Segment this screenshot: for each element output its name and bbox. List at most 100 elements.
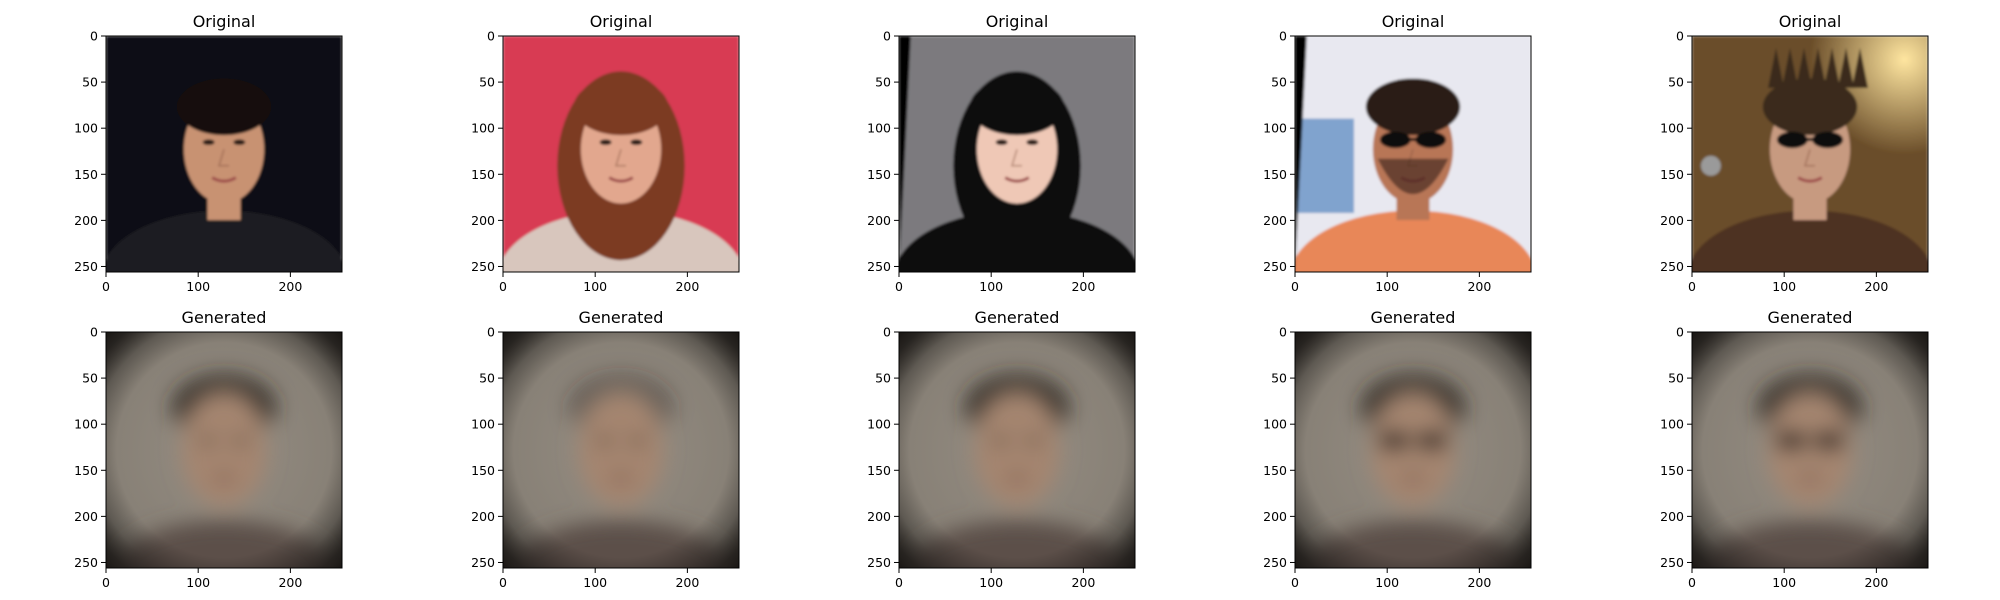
face-image <box>106 332 342 568</box>
x-tick-label: 100 <box>979 279 1003 294</box>
y-tick-label: 200 <box>867 509 891 524</box>
x-tick-label: 0 <box>1291 279 1299 294</box>
x-tick-label: 200 <box>1467 279 1491 294</box>
original-image-panel-4: Original 0 100 200 0 50 100 150 200 250 <box>1263 12 1532 294</box>
x-tick-label: 200 <box>675 279 699 294</box>
x-tick-label: 0 <box>895 575 903 590</box>
panel-title: Original <box>986 12 1049 31</box>
y-tick-label: 150 <box>74 463 98 478</box>
y-tick-label: 250 <box>74 259 98 274</box>
axes-frame <box>1294 331 1532 569</box>
x-tick-label: 200 <box>1864 575 1888 590</box>
x-tick-label: 100 <box>186 279 210 294</box>
y-tick-label: 200 <box>74 213 98 228</box>
y-tick-label: 100 <box>1660 121 1684 136</box>
y-tick-label: 0 <box>1676 29 1684 44</box>
y-tick-label: 250 <box>867 259 891 274</box>
x-tick-label: 100 <box>979 575 1003 590</box>
panel-title: Original <box>193 12 256 31</box>
panel-title: Generated <box>579 308 664 327</box>
y-tick-label: 100 <box>867 417 891 432</box>
axes-frame <box>105 331 343 569</box>
y-tick-label: 0 <box>90 29 98 44</box>
face-image <box>1692 36 1928 272</box>
face-image <box>1692 332 1928 568</box>
y-tick-label: 100 <box>74 121 98 136</box>
axes-frame <box>1294 35 1532 273</box>
face-image <box>1295 332 1531 568</box>
x-tick-label: 200 <box>675 575 699 590</box>
generated-image-panel-1: Generated 0 100 200 0 50 100 150 200 250 <box>74 308 343 590</box>
y-tick-label: 0 <box>1279 29 1287 44</box>
y-tick-label: 200 <box>1263 213 1287 228</box>
y-tick-label: 0 <box>883 325 891 340</box>
y-tick-label: 50 <box>479 75 495 90</box>
x-tick-label: 0 <box>499 279 507 294</box>
x-tick-label: 0 <box>1688 575 1696 590</box>
x-tick-label: 200 <box>1467 575 1491 590</box>
y-tick-label: 100 <box>1660 417 1684 432</box>
y-tick-label: 100 <box>1263 417 1287 432</box>
generated-image-panel-4: Generated 0 100 200 0 50 100 150 200 250 <box>1263 308 1532 590</box>
y-tick-label: 50 <box>875 371 891 386</box>
y-tick-label: 0 <box>487 325 495 340</box>
y-tick-label: 50 <box>82 75 98 90</box>
y-tick-label: 250 <box>74 555 98 570</box>
y-tick-label: 250 <box>1263 259 1287 274</box>
y-tick-label: 50 <box>875 75 891 90</box>
y-tick-label: 200 <box>1660 213 1684 228</box>
face-image <box>503 36 739 272</box>
x-tick-label: 0 <box>102 279 110 294</box>
y-tick-label: 100 <box>867 121 891 136</box>
panels-layer: Original 0 100 200 0 50 100 150 200 250 Original 0 1… <box>74 12 1929 590</box>
x-tick-label: 100 <box>583 279 607 294</box>
y-tick-label: 0 <box>1279 325 1287 340</box>
y-tick-label: 50 <box>82 371 98 386</box>
original-image-panel-2: Original 0 100 200 0 50 100 150 200 250 <box>471 12 740 294</box>
axes-frame <box>1691 331 1929 569</box>
panel-title: Generated <box>1768 308 1853 327</box>
y-tick-label: 50 <box>479 371 495 386</box>
x-tick-label: 100 <box>186 575 210 590</box>
axes-frame <box>1691 35 1929 273</box>
axes-frame <box>898 331 1136 569</box>
y-tick-label: 150 <box>74 167 98 182</box>
generated-image-panel-3: Generated 0 100 200 0 50 100 150 200 250 <box>867 308 1136 590</box>
y-tick-label: 0 <box>90 325 98 340</box>
y-tick-label: 50 <box>1271 371 1287 386</box>
x-tick-label: 0 <box>102 575 110 590</box>
panel-title: Original <box>1382 12 1445 31</box>
x-tick-label: 200 <box>1071 575 1095 590</box>
y-tick-label: 0 <box>883 29 891 44</box>
x-tick-label: 200 <box>1864 279 1888 294</box>
y-tick-label: 250 <box>1660 555 1684 570</box>
panel-title: Original <box>590 12 653 31</box>
y-tick-label: 100 <box>1263 121 1287 136</box>
y-tick-label: 250 <box>1660 259 1684 274</box>
panel-title: Generated <box>182 308 267 327</box>
original-image-panel-1: Original 0 100 200 0 50 100 150 200 250 <box>74 12 343 294</box>
axes-frame <box>898 35 1136 273</box>
x-tick-label: 0 <box>499 575 507 590</box>
x-tick-label: 0 <box>1688 279 1696 294</box>
axes-frame <box>105 35 343 273</box>
x-tick-label: 100 <box>583 575 607 590</box>
y-tick-label: 150 <box>1263 167 1287 182</box>
y-tick-label: 100 <box>471 121 495 136</box>
y-tick-label: 100 <box>74 417 98 432</box>
face-image <box>1295 36 1531 272</box>
y-tick-label: 50 <box>1668 371 1684 386</box>
y-tick-label: 150 <box>1660 463 1684 478</box>
x-tick-label: 100 <box>1375 575 1399 590</box>
y-tick-label: 200 <box>471 213 495 228</box>
y-tick-label: 200 <box>1660 509 1684 524</box>
y-tick-label: 150 <box>1660 167 1684 182</box>
y-tick-label: 100 <box>471 417 495 432</box>
y-tick-label: 50 <box>1668 75 1684 90</box>
y-tick-label: 250 <box>471 259 495 274</box>
x-tick-label: 0 <box>895 279 903 294</box>
y-tick-label: 200 <box>867 213 891 228</box>
x-tick-label: 100 <box>1375 279 1399 294</box>
original-image-panel-5: Original 0 100 200 0 50 100 150 200 250 <box>1660 12 1929 294</box>
generated-image-panel-5: Generated 0 100 200 0 50 100 150 200 250 <box>1660 308 1929 590</box>
